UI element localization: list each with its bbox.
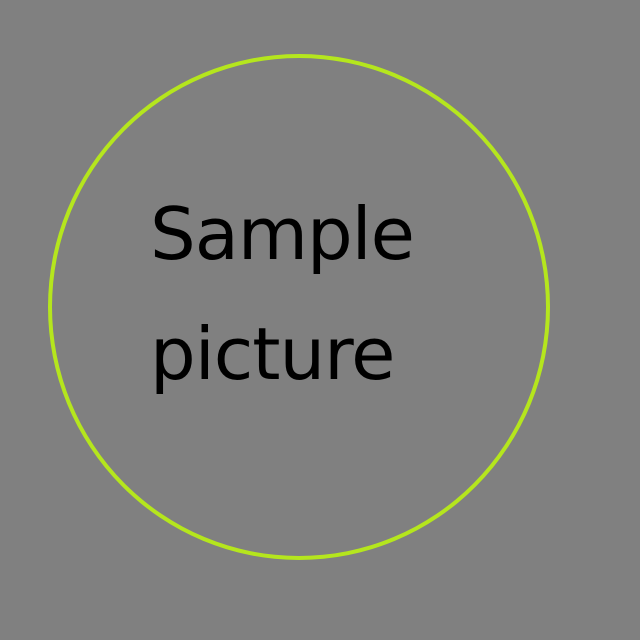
caption-line-2: picture (150, 312, 395, 396)
caption-line-1: Sample (150, 192, 415, 276)
circle-outline (48, 54, 550, 560)
